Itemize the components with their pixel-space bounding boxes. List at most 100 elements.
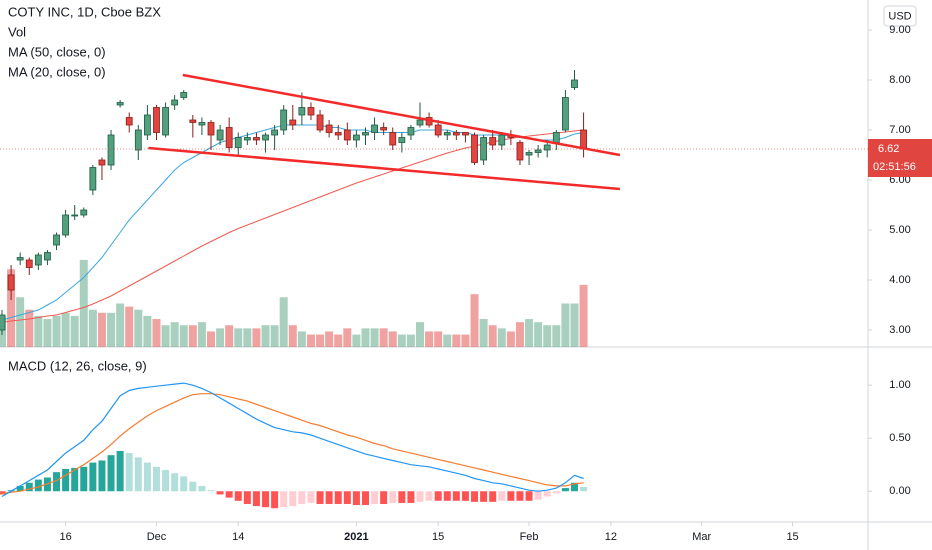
macd-histogram-bar — [225, 491, 233, 498]
candle-body — [171, 99, 179, 106]
macd-histogram-bar — [289, 491, 297, 507]
volume-bar — [16, 297, 25, 347]
volume-bar — [379, 328, 388, 347]
volume-bar — [534, 322, 543, 347]
candle-body — [234, 137, 242, 148]
candle-body — [434, 124, 442, 136]
macd-histogram-bar — [107, 455, 115, 492]
macd-histogram-bar — [352, 491, 360, 506]
macd-histogram-bar — [189, 481, 197, 492]
macd-histogram-bar — [162, 470, 170, 492]
macd-histogram-bar — [243, 491, 251, 504]
macd-legend: MACD (12, 26, close, 9) — [8, 358, 147, 373]
volume-bar — [70, 315, 79, 347]
macd-histogram-bar — [171, 473, 179, 492]
candle-body — [398, 137, 406, 143]
volume-bar — [515, 322, 524, 347]
volume-bar — [243, 328, 252, 347]
macd-histogram-bar — [252, 491, 260, 507]
ma20-legend: MA (20, close, 0) — [8, 64, 106, 79]
volume-bar — [134, 309, 143, 347]
macd-histogram-bar — [552, 491, 560, 494]
macd-histogram-bar — [62, 468, 70, 492]
volume-bar — [443, 334, 452, 347]
volume-bar — [434, 331, 443, 347]
macd-line — [1, 382, 584, 498]
candle-body — [125, 117, 133, 126]
macd-histogram-bar — [434, 491, 442, 501]
volume-bar — [325, 331, 334, 347]
macd-histogram-bar — [471, 491, 479, 502]
time-tick-label: 16 — [59, 531, 71, 543]
price-tick-label: 8.00 — [889, 74, 910, 86]
candle-body — [34, 254, 42, 266]
macd-histogram-bar — [443, 491, 451, 501]
volume-bar — [52, 315, 61, 347]
candle-body — [516, 142, 524, 161]
volume-bar — [470, 294, 479, 347]
volume-bar — [207, 331, 216, 347]
macd-histogram-bar — [71, 467, 79, 492]
macd-histogram-bar — [343, 491, 351, 504]
candle-body — [243, 137, 251, 141]
macd-histogram-bar — [16, 485, 24, 492]
currency-box[interactable] — [883, 5, 917, 27]
candle-body — [0, 314, 6, 331]
candle-body — [262, 134, 269, 141]
macd-histogram-bar — [134, 457, 142, 492]
candle-body — [143, 114, 151, 136]
volume-bar — [497, 328, 506, 347]
candle-body — [325, 124, 333, 133]
volume-bar — [506, 331, 515, 347]
price-tick-label: 5.00 — [889, 224, 910, 236]
volume-bar — [488, 325, 497, 347]
volume-bar — [34, 315, 43, 347]
time-tick-label: Mar — [692, 531, 711, 543]
macd-histogram-bar — [53, 472, 61, 492]
volume-bar — [261, 325, 270, 347]
volume-bar — [370, 328, 379, 347]
macd-histogram-bar — [498, 491, 506, 501]
labels: COTY INC, 1D, Cboe BZX Vol MA (50, close… — [8, 4, 932, 543]
candle-body — [343, 129, 351, 141]
volume-bar — [361, 328, 370, 347]
macd-histogram-bar — [570, 482, 578, 492]
candle-body — [352, 134, 360, 141]
candle-body — [216, 129, 224, 141]
candle-body — [280, 109, 288, 131]
volume-bar — [152, 319, 161, 347]
macd-histogram-bar — [207, 490, 215, 492]
candle-body — [489, 137, 497, 146]
macd-histogram-bar — [25, 482, 33, 492]
volume-bar — [552, 325, 561, 347]
currency-label[interactable]: USD — [888, 10, 911, 22]
candle-body — [561, 97, 569, 131]
candle-body — [80, 209, 88, 216]
candle-body — [534, 149, 542, 153]
macd-histogram-bar — [34, 479, 42, 492]
volume-bar — [143, 315, 152, 347]
volume-bar — [107, 312, 116, 347]
candle-body — [162, 107, 169, 136]
time-tick-label: Feb — [520, 531, 539, 543]
candle-body — [189, 119, 197, 123]
macd-histogram-bar — [516, 491, 524, 501]
volume-bar — [543, 325, 552, 347]
candle-body — [452, 132, 460, 136]
macd-histogram-bar — [125, 453, 133, 492]
volume-bar — [334, 334, 343, 347]
volume-bar — [416, 322, 425, 347]
candle-body — [225, 127, 233, 148]
macd-histogram-bar — [262, 491, 270, 508]
macd-histogram-bar — [89, 462, 97, 492]
macd-histogram-bar — [489, 491, 497, 502]
candle-body — [98, 159, 106, 166]
macd-histogram-bar — [234, 491, 242, 501]
macd-tick-label: 0.50 — [889, 432, 910, 444]
candle-body — [334, 132, 342, 136]
volume-bar — [343, 328, 352, 347]
macd-histogram-bar — [398, 491, 406, 503]
macd-histogram-bar — [480, 491, 488, 502]
candle-body — [443, 132, 451, 136]
